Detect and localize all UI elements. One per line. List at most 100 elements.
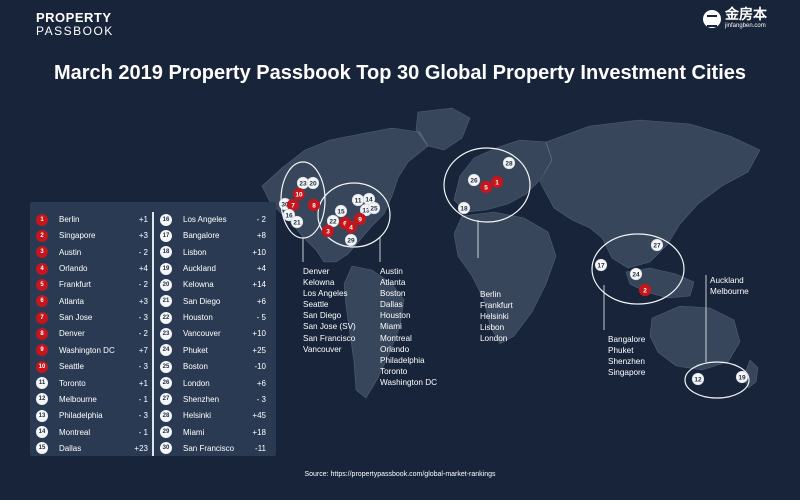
city-marker-label: 3 (326, 228, 330, 235)
city-marker-dot (457, 201, 471, 215)
rank-change: +10 (252, 247, 266, 257)
rank-change: - 2 (138, 329, 148, 339)
city-marker-dot (691, 372, 705, 386)
cluster-city: Washington DC (380, 377, 438, 387)
cluster-city: San Diego (303, 311, 342, 321)
cluster-list-us-west: Denver Kelowna Los Angeles Seattle San Diego… (303, 266, 356, 355)
continents (261, 107, 761, 399)
city-marker-dot (321, 224, 335, 238)
cluster-outline-oceania (684, 361, 750, 399)
rank-city: Montreal (59, 427, 91, 437)
rankings-divider (152, 212, 154, 456)
rank-badge: 26 (160, 377, 172, 389)
ranking-row: 20 Kelowna +14 (160, 276, 266, 293)
city-marker: 17 (594, 258, 608, 272)
rank-city: Kelowna (183, 280, 214, 290)
rank-city: Seattle (59, 362, 84, 372)
rank-change: +4 (256, 264, 266, 274)
north-america-landmass (261, 127, 429, 263)
rank-change: - 3 (138, 411, 148, 421)
asia-landmass (539, 119, 761, 269)
rank-badge: 23 (160, 327, 172, 340)
rank-change: - 1 (138, 394, 148, 404)
ranking-row: 7 San Jose - 3 (36, 309, 148, 326)
rank-change: +3 (138, 231, 148, 241)
ranking-row: 19 Auckland +4 (160, 260, 266, 277)
city-marker: 9 (353, 212, 367, 226)
cluster-city: Los Angeles (303, 289, 348, 299)
rank-badge: 16 (160, 213, 172, 226)
rank-badge: 4 (36, 262, 48, 275)
africa-landmass (453, 211, 557, 345)
rank-badge: 14 (36, 426, 48, 439)
ranking-row: 29 Miami +18 (160, 424, 266, 441)
city-marker-label: 29 (347, 237, 355, 244)
property-passbook-logo: PROPERTY PASSBOOK (36, 11, 114, 37)
cluster-city: Vancouver (303, 344, 342, 354)
city-marker: 1 (490, 175, 504, 189)
ranking-row: 21 San Diego +6 (160, 293, 266, 310)
city-marker-label: 24 (632, 271, 640, 278)
ranking-row: 15 Dallas +23 (36, 440, 148, 457)
city-marker-label: 4 (349, 224, 353, 231)
city-marker: 21 (290, 215, 304, 229)
city-marker-dot (326, 214, 340, 228)
city-marker-label: 25 (370, 205, 378, 212)
rank-change: +10 (252, 329, 266, 339)
city-marker: 28 (502, 156, 516, 170)
rank-badge: 6 (36, 295, 48, 308)
city-marker-dot (306, 176, 320, 190)
city-marker-label: 5 (484, 184, 488, 191)
brand-line-1: PROPERTY (36, 10, 112, 25)
rank-change: +3 (138, 296, 148, 306)
rank-change: +7 (138, 345, 148, 355)
cluster-city: Philadelphia (380, 355, 425, 365)
city-marker-label: 30 (281, 201, 289, 208)
city-marker-dot (282, 208, 296, 222)
rank-badge: 8 (36, 327, 48, 340)
city-marker: 10 (292, 187, 306, 201)
city-marker-dot (638, 283, 652, 297)
rank-city: Los Angeles (183, 215, 227, 224)
rank-city: Dallas (59, 443, 82, 453)
ranking-row: 14 Montreal - 1 (36, 424, 148, 441)
rank-badge: 17 (160, 229, 172, 242)
city-marker-dot (650, 238, 664, 252)
rank-city: Singapore (59, 231, 96, 241)
ranking-row: 27 Shenzhen - 3 (160, 391, 266, 408)
source-note: Source: https://propertypassbook.com/glo… (304, 471, 496, 478)
rank-badge: 9 (36, 344, 48, 357)
cluster-city: San Jose (SV) (303, 322, 356, 332)
cluster-city: Toronto (380, 366, 408, 376)
rank-city: Miami (183, 427, 205, 437)
ranking-row: 26 London +6 (160, 375, 266, 392)
rank-change: -10 (254, 362, 266, 372)
city-marker: 4 (344, 220, 358, 234)
cluster-list-oceania: Auckland Melbourne (710, 275, 749, 297)
city-marker-dot (344, 233, 358, 247)
jinfangben-url: jinfangben.com (725, 23, 766, 29)
cluster-city: Atlanta (380, 278, 406, 288)
cluster-city: Shenzhen (608, 357, 645, 367)
ranking-row: 1 Berlin +1 (36, 211, 148, 228)
city-marker: 3 (321, 224, 335, 238)
cluster-list-europe: Berlin Frankfurt Helsinki Lisbon London (480, 289, 513, 344)
rank-city: Bangalore (183, 231, 220, 241)
city-marker-dot (334, 204, 348, 218)
rank-change: - 3 (256, 394, 266, 404)
city-marker-label: 1 (495, 179, 499, 186)
rank-city: Orlando (59, 264, 88, 274)
cluster-list-asia: Bangalore Phuket Shenzhen Singapore (608, 334, 645, 378)
rank-city: Lisbon (183, 247, 207, 257)
ranking-row: 23 Vancouver +10 (160, 325, 266, 342)
city-marker-dot (367, 201, 381, 215)
jinfangben-logo-icon (703, 9, 721, 28)
rank-change: +8 (256, 231, 266, 241)
rank-badge: 10 (36, 360, 48, 373)
ranking-row: 11 Toronto +1 (36, 375, 148, 392)
rank-badge: 12 (36, 393, 48, 406)
page-title: March 2019 Property Passbook Top 30 Glob… (53, 62, 747, 84)
rank-badge: 21 (160, 295, 172, 308)
